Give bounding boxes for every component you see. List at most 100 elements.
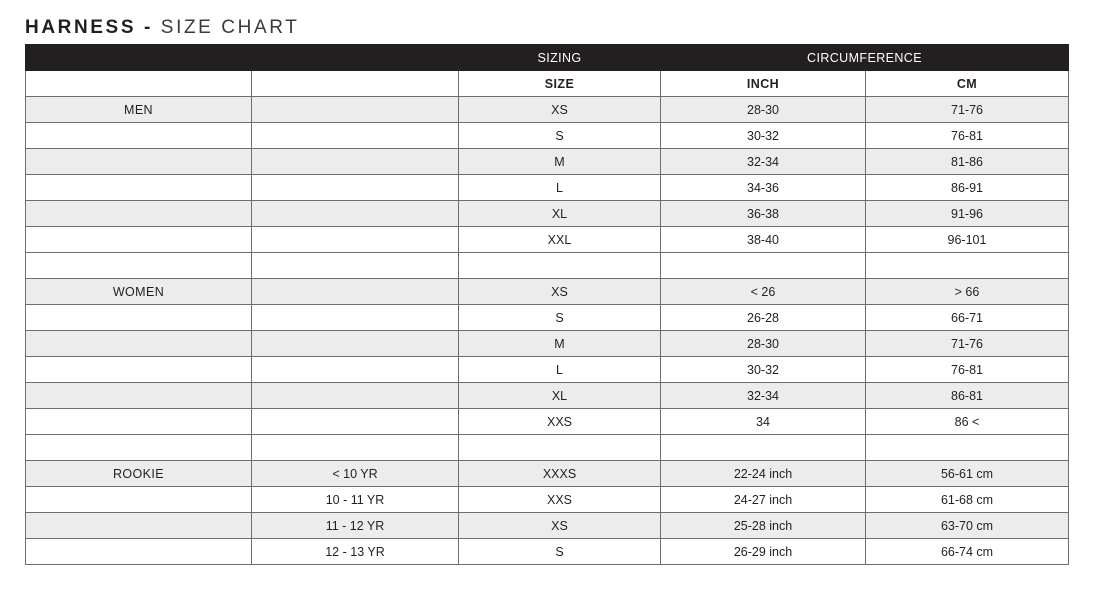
row-size-cell: L (458, 356, 661, 383)
row-cm-cell: 66-71 (865, 304, 1069, 331)
row-size-cell: S (458, 122, 661, 149)
row-age-cell: < 10 YR (251, 460, 459, 487)
row-group-empty (25, 408, 252, 435)
row-size-cell (458, 252, 661, 279)
row-cm-cell: 71-76 (865, 330, 1069, 357)
row-cm-cell: 86-81 (865, 382, 1069, 409)
row-size-cell: XS (458, 278, 661, 305)
row-cm-cell: 86 < (865, 408, 1069, 435)
row-group-empty (25, 330, 252, 357)
row-size-cell: XS (458, 96, 661, 123)
table-row: XL 32-34 86-81 (25, 382, 1069, 409)
row-age-cell: 11 - 12 YR (251, 512, 459, 539)
row-size-cell: M (458, 330, 661, 357)
row-inch-cell (660, 434, 866, 461)
row-inch-cell: 24-27 inch (660, 486, 866, 513)
page-title-strong: HARNESS - (25, 17, 153, 38)
row-size-cell: XXS (458, 486, 661, 513)
row-size-cell: XL (458, 200, 661, 227)
row-cm-cell: 61-68 cm (865, 486, 1069, 513)
row-age-cell (251, 226, 459, 253)
row-cm-cell (865, 252, 1069, 279)
row-inch-cell: 36-38 (660, 200, 866, 227)
row-age-cell (251, 278, 459, 305)
row-group-empty (25, 122, 252, 149)
page-title-light: SIZE CHART (152, 17, 300, 38)
table-head: SIZING CIRCUMFERENCE SIZE INCH CM (25, 44, 1069, 97)
row-size-cell: L (458, 174, 661, 201)
table-row: M 28-30 71-76 (25, 330, 1069, 357)
table-row: XXL 38-40 96-101 (25, 226, 1069, 253)
subheader-size: SIZE (458, 70, 661, 97)
row-inch-cell: 25-28 inch (660, 512, 866, 539)
row-cm-cell: 81-86 (865, 148, 1069, 175)
row-group-empty (25, 382, 252, 409)
table-subheader-row: SIZE INCH CM (25, 70, 1069, 97)
table-row: XXS 34 86 < (25, 408, 1069, 435)
row-size-cell: S (458, 538, 661, 565)
row-cm-cell: 63-70 cm (865, 512, 1069, 539)
row-group-empty (25, 486, 252, 513)
row-inch-cell: 32-34 (660, 148, 866, 175)
row-age-cell (251, 200, 459, 227)
row-age-cell (251, 408, 459, 435)
table-row: XL 36-38 91-96 (25, 200, 1069, 227)
table-row: 11 - 12 YR XS 25-28 inch 63-70 cm (25, 512, 1069, 539)
row-size-cell: XXL (458, 226, 661, 253)
row-age-cell (251, 148, 459, 175)
table-row: ROOKIE < 10 YR XXXS 22-24 inch 56-61 cm (25, 460, 1069, 487)
row-age-cell (251, 434, 459, 461)
subheader-cm: CM (865, 70, 1069, 97)
row-group-empty (25, 434, 252, 461)
row-inch-cell: 28-30 (660, 96, 866, 123)
table-spacer-row (25, 252, 1069, 279)
row-age-cell (251, 122, 459, 149)
row-inch-cell: 30-32 (660, 356, 866, 383)
subheader-blank-1 (25, 70, 252, 97)
row-age-cell (251, 304, 459, 331)
row-size-cell: S (458, 304, 661, 331)
band-blank-cell-1 (25, 44, 252, 71)
row-cm-cell: 86-91 (865, 174, 1069, 201)
row-age-cell (251, 356, 459, 383)
table-row: M 32-34 81-86 (25, 148, 1069, 175)
row-inch-cell: 28-30 (660, 330, 866, 357)
band-sizing-label: SIZING (458, 44, 661, 71)
table-row: L 30-32 76-81 (25, 356, 1069, 383)
table-row: S 30-32 76-81 (25, 122, 1069, 149)
row-age-cell (251, 96, 459, 123)
table-row: 10 - 11 YR XXS 24-27 inch 61-68 cm (25, 486, 1069, 513)
row-size-cell (458, 434, 661, 461)
row-size-cell: M (458, 148, 661, 175)
subheader-blank-2 (251, 70, 459, 97)
row-age-cell: 12 - 13 YR (251, 538, 459, 565)
table-row: MEN XS 28-30 71-76 (25, 96, 1069, 123)
row-inch-cell: < 26 (660, 278, 866, 305)
band-circumference-label: CIRCUMFERENCE (660, 44, 1069, 71)
table-row: L 34-36 86-91 (25, 174, 1069, 201)
row-group-empty (25, 226, 252, 253)
table-band-row: SIZING CIRCUMFERENCE (25, 44, 1069, 71)
row-group-empty (25, 252, 252, 279)
table-row: WOMEN XS < 26 > 66 (25, 278, 1069, 305)
row-inch-cell: 34-36 (660, 174, 866, 201)
size-chart-table-wrapper: SIZING CIRCUMFERENCE SIZE INCH CM MEN XS 2… (25, 44, 1069, 565)
row-size-cell: XXXS (458, 460, 661, 487)
row-group-empty (25, 174, 252, 201)
row-age-cell (251, 174, 459, 201)
row-group-empty (25, 148, 252, 175)
row-inch-cell: 26-28 (660, 304, 866, 331)
row-group-empty (25, 512, 252, 539)
row-cm-cell: 76-81 (865, 122, 1069, 149)
row-inch-cell: 26-29 inch (660, 538, 866, 565)
row-group-label: ROOKIE (25, 460, 252, 487)
page-title: HARNESS - SIZE CHART (25, 16, 299, 40)
row-cm-cell: 91-96 (865, 200, 1069, 227)
row-age-cell (251, 330, 459, 357)
row-inch-cell: 30-32 (660, 122, 866, 149)
row-cm-cell (865, 434, 1069, 461)
row-group-label: WOMEN (25, 278, 252, 305)
row-group-label: MEN (25, 96, 252, 123)
row-cm-cell: 76-81 (865, 356, 1069, 383)
